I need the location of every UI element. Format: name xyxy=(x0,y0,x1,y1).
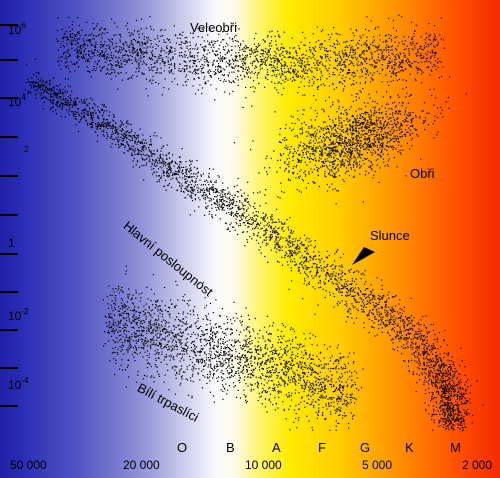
y-label-1e6: 106 xyxy=(8,22,26,37)
y-label-1: 1 xyxy=(8,235,15,250)
class-F: F xyxy=(318,440,326,455)
y-tick xyxy=(0,329,18,331)
y-tick xyxy=(0,136,18,138)
y-label-1e-2: 10-2 xyxy=(8,308,28,323)
y-label-1e2: 2 xyxy=(24,146,28,161)
class-K: K xyxy=(405,440,414,455)
y-label-1e-4: 10-4 xyxy=(8,377,28,392)
class-O: O xyxy=(177,440,187,455)
temp-20000: 20 000 xyxy=(123,458,160,472)
supergiant-stars xyxy=(56,15,445,113)
label-sun: Slunce xyxy=(370,228,410,243)
y-label-1e4: 104 xyxy=(8,94,26,109)
sun-marker xyxy=(352,247,375,265)
y-tick xyxy=(0,253,18,255)
temp-50000: 50 000 xyxy=(10,458,47,472)
class-G: G xyxy=(360,440,370,455)
class-B: B xyxy=(226,440,235,455)
y-tick xyxy=(0,175,18,177)
temp-2000: 2 000 xyxy=(462,458,492,472)
white-dwarf-stars xyxy=(103,231,364,431)
temp-5000: 5 000 xyxy=(362,458,392,472)
y-tick xyxy=(0,291,18,293)
label-supergiants: Veleobři xyxy=(190,20,237,35)
y-tick xyxy=(0,405,18,407)
y-tick xyxy=(0,59,18,61)
y-tick xyxy=(0,214,18,216)
label-giants: Obři xyxy=(410,166,435,181)
class-M: M xyxy=(450,440,461,455)
giant-stars xyxy=(232,74,467,222)
temp-10000: 10 000 xyxy=(245,458,282,472)
class-A: A xyxy=(272,440,281,455)
y-tick xyxy=(0,367,18,369)
